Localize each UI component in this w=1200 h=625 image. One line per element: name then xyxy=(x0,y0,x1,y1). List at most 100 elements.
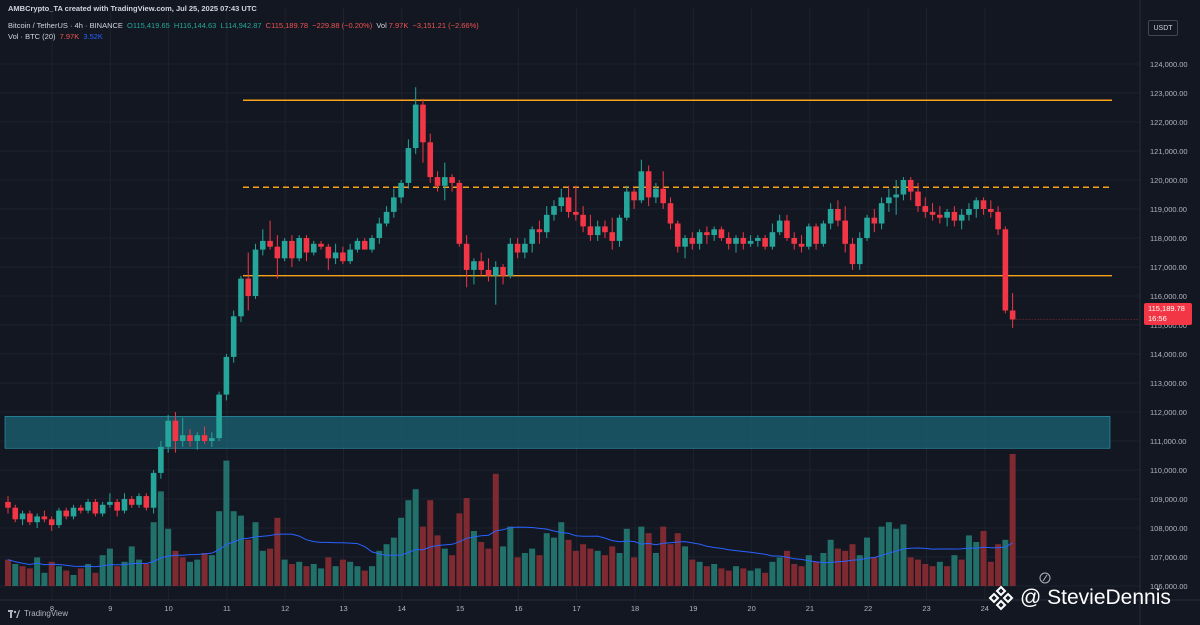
candle xyxy=(740,232,747,250)
volume-bar xyxy=(281,559,288,586)
candle xyxy=(507,238,514,279)
candle xyxy=(966,203,972,221)
time-axis[interactable]: 8 9 10 11 12 13 14 15 16 17 18 19 20 21 22 23 24 xyxy=(0,599,1200,613)
volume-bar xyxy=(536,555,543,586)
candle-body xyxy=(609,232,616,241)
candle xyxy=(776,214,783,236)
time-tick-label: 9 xyxy=(108,604,112,613)
candle xyxy=(900,177,907,201)
candle xyxy=(907,177,914,201)
ohlc-change: −229.88 (−0.20%) xyxy=(312,21,373,30)
volume-ma-value: 3.52K xyxy=(83,32,103,41)
candle xyxy=(944,209,950,227)
candle-body xyxy=(551,206,557,215)
volume-bar xyxy=(274,517,281,586)
replay-circle xyxy=(1039,572,1051,584)
volume-bar xyxy=(827,539,834,586)
candle xyxy=(718,226,725,241)
volume-bar xyxy=(754,568,761,586)
volume-bar xyxy=(805,555,812,586)
volume-bar xyxy=(703,566,710,586)
volume-bar xyxy=(55,566,62,586)
volume-bar xyxy=(92,572,99,586)
volume-legend[interactable]: Vol · BTC (20) 7.97K 3.52K xyxy=(8,32,105,41)
candlesticks xyxy=(5,87,1051,584)
candle-body xyxy=(19,513,26,520)
candle-body xyxy=(391,197,397,212)
candle xyxy=(281,238,288,262)
currency-button[interactable]: USDT xyxy=(1148,20,1178,36)
symbol-name[interactable]: Bitcoin / TetherUS · 4h · BINANCE xyxy=(8,21,123,30)
candle-body xyxy=(238,278,244,317)
candle xyxy=(463,235,470,288)
volume-bar xyxy=(878,526,885,586)
vol-label: Vol xyxy=(376,21,387,30)
volume-bar xyxy=(514,557,521,586)
candle-body xyxy=(107,501,113,505)
volume-bar xyxy=(973,542,980,586)
volume-bar xyxy=(208,555,215,586)
volume-bar xyxy=(572,550,579,586)
candle-body xyxy=(849,243,856,265)
candle xyxy=(638,159,645,204)
candle xyxy=(835,200,841,227)
candle xyxy=(682,235,688,259)
candle xyxy=(274,235,281,279)
time-tick-label: 12 xyxy=(281,604,289,613)
candle-body xyxy=(434,177,441,186)
price-tick-label: 115,000.00 xyxy=(1150,321,1187,330)
symbol-legend[interactable]: Bitcoin / TetherUS · 4h · BINANCE O115,4… xyxy=(8,21,481,30)
volume-bar xyxy=(529,548,536,586)
candle-body xyxy=(121,499,128,511)
time-tick-label: 16 xyxy=(514,604,522,613)
volume-bar xyxy=(915,559,921,586)
volume-bar xyxy=(689,559,696,586)
candle-body xyxy=(179,435,186,441)
price-tick-label: 118,000.00 xyxy=(1150,234,1187,243)
volume-bar xyxy=(369,566,375,586)
candle-body xyxy=(500,267,506,276)
candle-body xyxy=(929,211,936,215)
candle xyxy=(500,264,506,285)
volume-bar xyxy=(740,568,747,586)
volume-bar xyxy=(696,561,703,586)
candle xyxy=(267,220,273,250)
tradingview-branding[interactable]: TradingView xyxy=(8,609,68,618)
binance-logo-icon xyxy=(988,585,1014,611)
candle-body xyxy=(616,217,623,241)
replay-hand xyxy=(1042,574,1048,582)
price-tick-label: 106,000.00 xyxy=(1150,582,1188,591)
volume-bar xyxy=(5,559,11,586)
candle-body xyxy=(907,180,914,192)
candle xyxy=(813,223,819,250)
candle-body xyxy=(776,220,783,233)
candle xyxy=(245,252,252,311)
candle xyxy=(711,226,717,241)
candle xyxy=(471,258,477,285)
volume-bar xyxy=(412,489,419,586)
candle-body xyxy=(420,104,426,143)
volume-bar xyxy=(150,522,157,586)
price-axis[interactable]: 106,000.00 107,000.00 108,000.00 109,000.00… xyxy=(1139,0,1188,625)
volume-bar xyxy=(194,559,201,586)
candle-body xyxy=(827,209,834,224)
candle xyxy=(179,417,186,447)
volume-bar xyxy=(995,544,1002,586)
price-tick-label: 110,000.00 xyxy=(1150,466,1187,475)
candle-body xyxy=(369,238,375,250)
volume-bar xyxy=(1002,539,1009,586)
volume-bar xyxy=(521,553,528,586)
candle xyxy=(485,258,492,282)
candle xyxy=(114,499,120,517)
volume-bar xyxy=(179,557,186,586)
candle-body xyxy=(580,214,586,227)
candle xyxy=(733,235,739,253)
time-tick-label: 21 xyxy=(806,604,814,613)
candle xyxy=(689,232,696,250)
candle-body xyxy=(114,501,120,511)
candle xyxy=(136,493,142,508)
volume-bar xyxy=(929,566,936,586)
volume-indicator-name[interactable]: Vol · BTC (20) xyxy=(8,32,56,41)
candle xyxy=(988,200,994,218)
